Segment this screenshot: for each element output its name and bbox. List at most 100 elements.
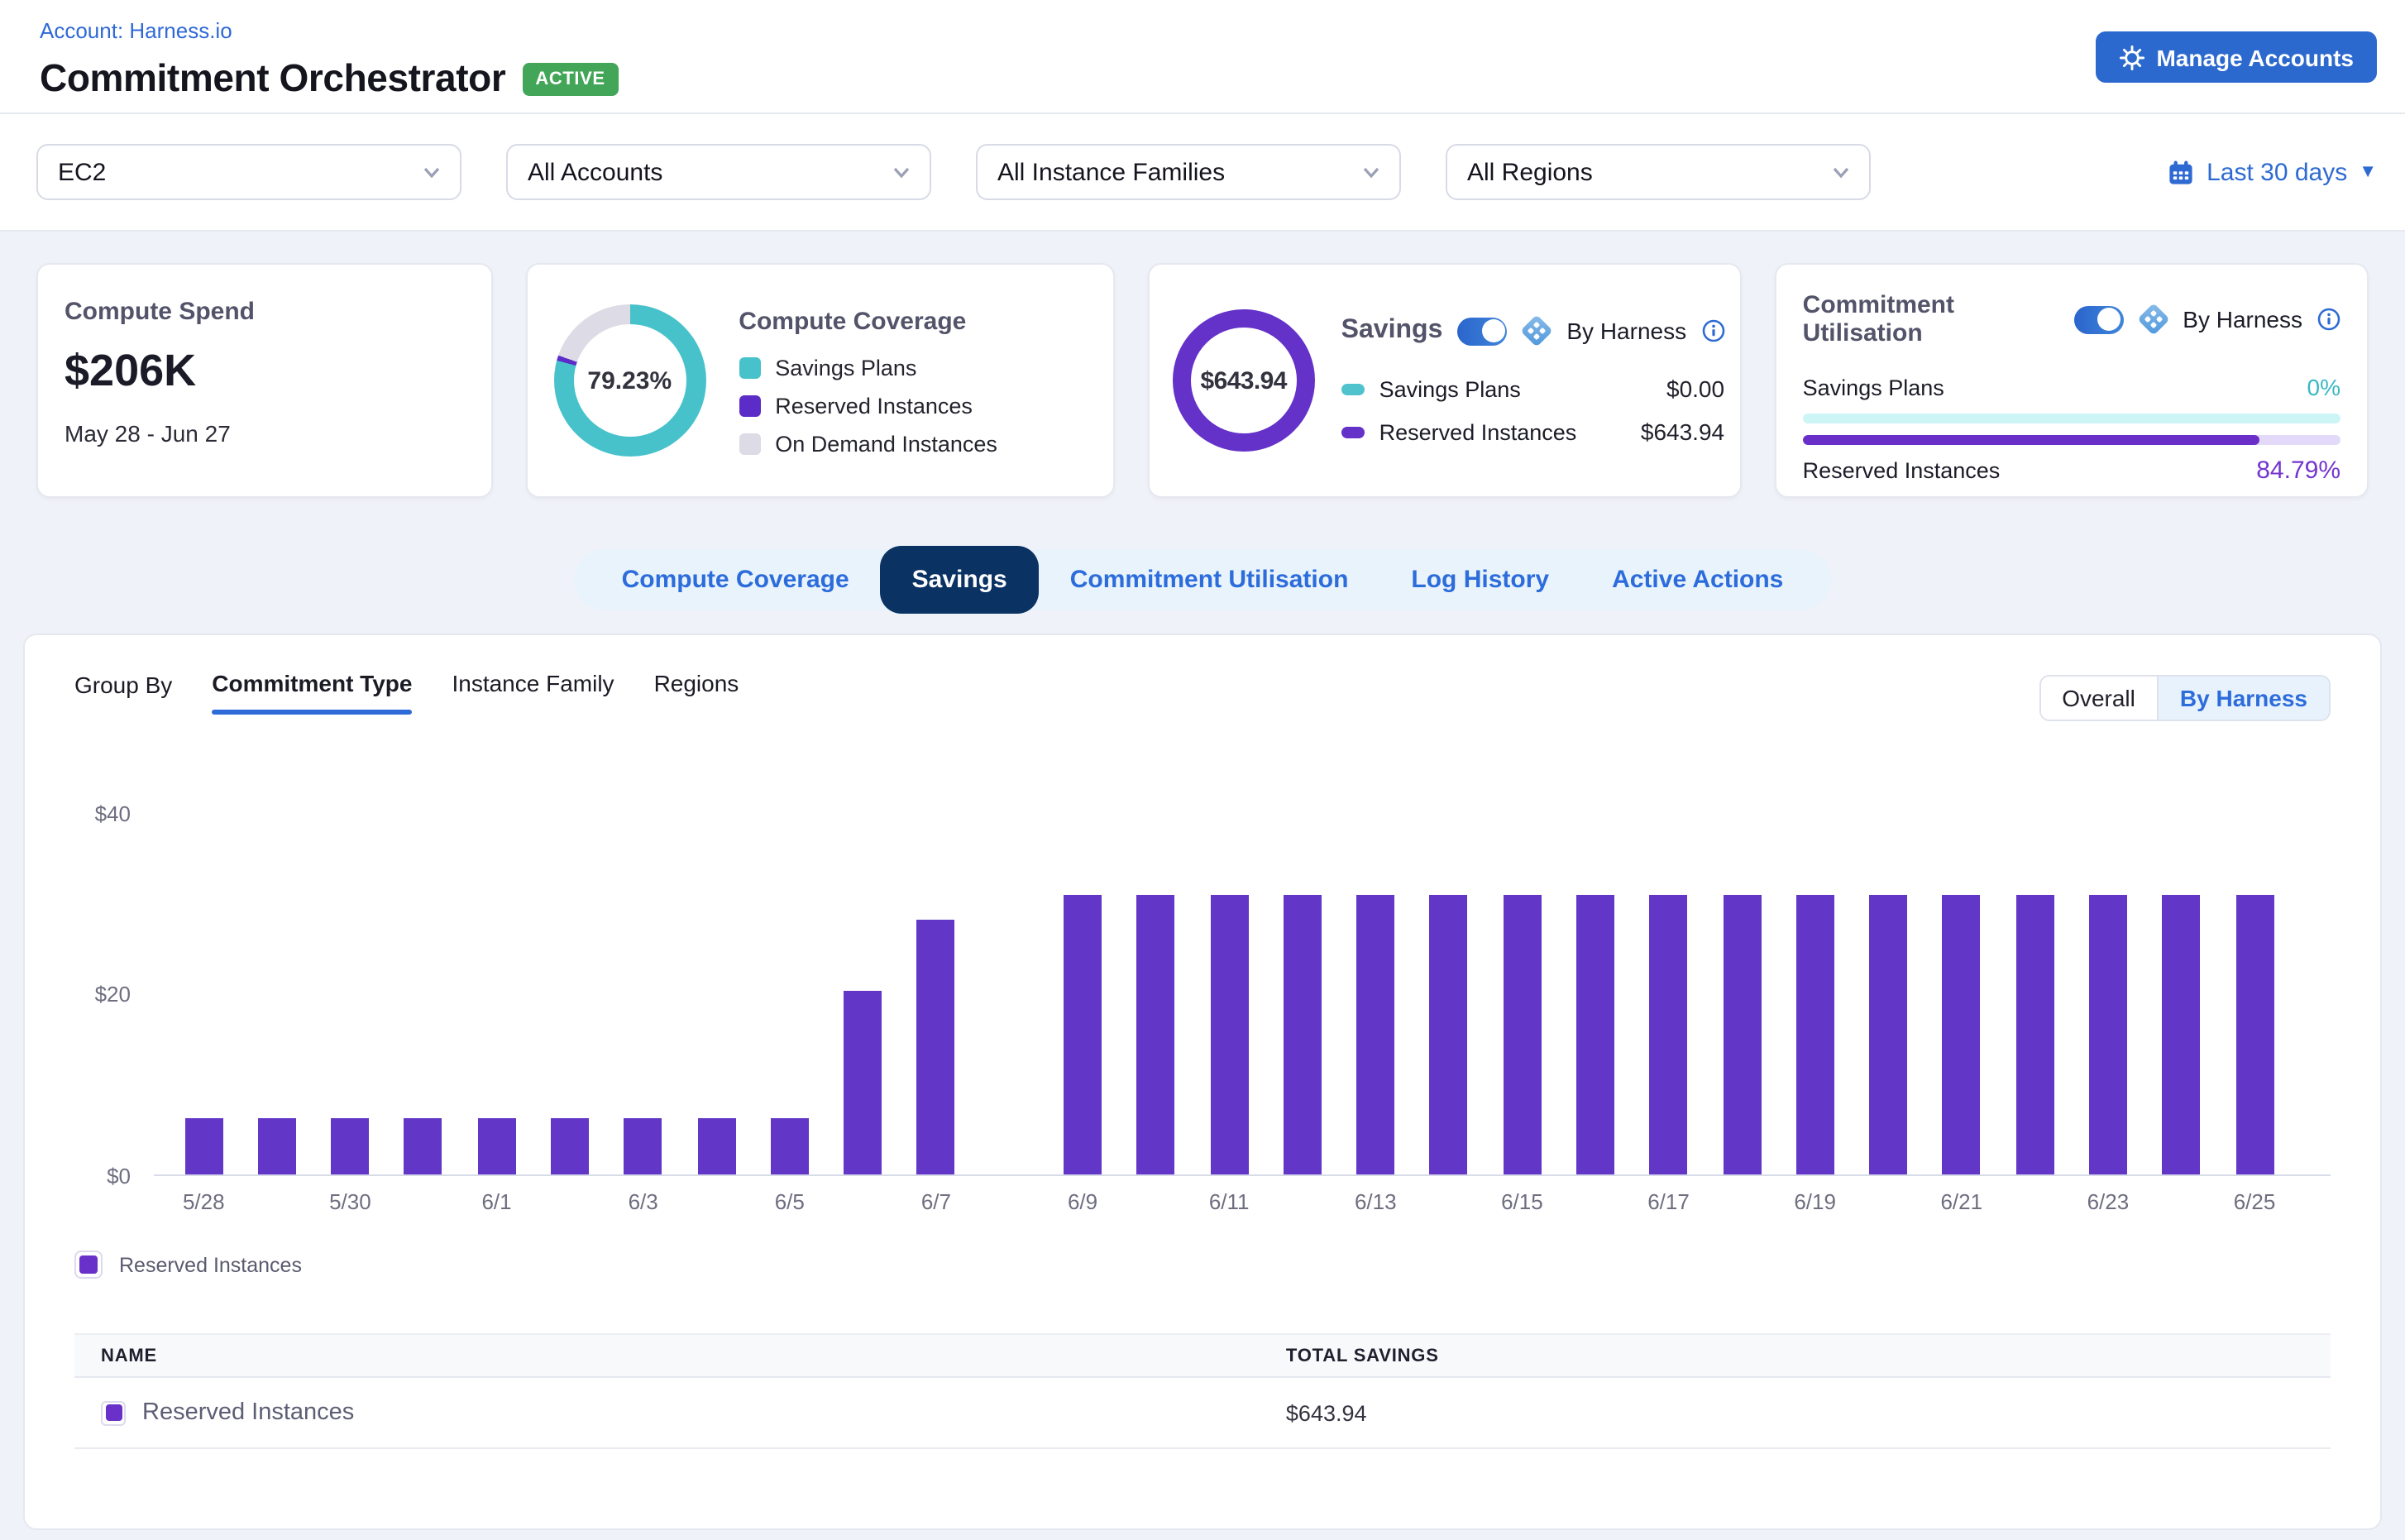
tab-savings[interactable]: Savings	[880, 546, 1039, 614]
chevron-down-icon	[1363, 166, 1379, 178]
summary-cards: Compute Spend $206K May 28 - Jun 27 79.2…	[0, 232, 2405, 498]
bar[interactable]	[2015, 894, 2054, 1174]
accounts-dropdown[interactable]: All Accounts	[506, 144, 931, 200]
instance-families-dropdown[interactable]: All Instance Families	[976, 144, 1401, 200]
savings-row-label: Reserved Instances	[1379, 419, 1577, 444]
savings-total: $643.94	[1200, 366, 1288, 395]
bar-slot	[1265, 796, 1339, 1174]
date-range-picker[interactable]: Last 30 days ▼	[2167, 158, 2377, 186]
x-tick-label	[1265, 1189, 1339, 1214]
view-toggle-overall[interactable]: Overall	[2040, 677, 2157, 720]
bar[interactable]	[404, 1118, 442, 1174]
x-tick-label	[1559, 1189, 1633, 1214]
bar[interactable]	[916, 919, 955, 1174]
bar-slot	[826, 796, 900, 1174]
bar[interactable]	[551, 1118, 590, 1174]
by-harness-toggle[interactable]	[1457, 317, 1508, 345]
row-checkbox[interactable]	[101, 1400, 126, 1425]
savings-plans-util-percent: 0%	[2307, 374, 2340, 400]
table-row[interactable]: Reserved Instances $643.94	[74, 1378, 2331, 1449]
bar[interactable]	[1795, 894, 1834, 1174]
tab-commitment-utilisation[interactable]: Commitment Utilisation	[1069, 566, 1349, 594]
x-tick-label: 6/7	[920, 1189, 951, 1214]
gear-icon	[2118, 44, 2144, 70]
account-link[interactable]: Account: Harness.io	[40, 18, 232, 43]
tab-compute-coverage[interactable]: Compute Coverage	[621, 566, 849, 594]
regions-dropdown[interactable]: All Regions	[1446, 144, 1871, 200]
info-icon[interactable]	[1701, 319, 1724, 342]
bar[interactable]	[1064, 894, 1102, 1174]
bar[interactable]	[1283, 894, 1322, 1174]
x-tick-label: 6/25	[2233, 1189, 2276, 1214]
x-tick-label	[1413, 1189, 1486, 1214]
group-by-regions[interactable]: Regions	[653, 670, 739, 696]
group-by-instance-family[interactable]: Instance Family	[452, 670, 614, 696]
bar[interactable]	[331, 1118, 370, 1174]
bar[interactable]	[1429, 894, 1468, 1174]
bar[interactable]	[257, 1118, 296, 1174]
bar-slot	[460, 796, 533, 1174]
x-tick-label: 6/15	[1501, 1189, 1543, 1214]
bar[interactable]	[184, 1118, 223, 1174]
column-header-total-savings: TOTAL SAVINGS	[1285, 1346, 1439, 1365]
bar-slot	[1413, 796, 1486, 1174]
info-icon[interactable]	[2317, 308, 2340, 331]
filter-bar: EC2 All Accounts All Instance Families A…	[0, 114, 2405, 232]
x-tick-label	[973, 1189, 1046, 1214]
bar[interactable]	[1942, 894, 1981, 1174]
harness-logo-icon	[2136, 303, 2170, 336]
bar-slot	[1193, 796, 1266, 1174]
plot-area: 5/28 5/30 6/1 6/3 6/5 6/7 6/9 6/11 6/13 6/15 6/17 6…	[154, 796, 2331, 1214]
view-toggle: Overall By Harness	[2039, 675, 2331, 721]
service-dropdown[interactable]: EC2	[36, 144, 461, 200]
bar[interactable]	[1356, 894, 1395, 1174]
table-cell-total-savings: $643.94	[1285, 1400, 1367, 1425]
bar-slot	[1852, 796, 1925, 1174]
savings-card-right: Savings By Harness Savings Plans $0.00	[1341, 314, 1724, 445]
column-header-name: NAME	[101, 1346, 157, 1365]
compute-spend-period: May 28 - Jun 27	[65, 420, 231, 447]
legend-item: Reserved Instances	[739, 394, 997, 418]
bar[interactable]	[2235, 894, 2274, 1174]
group-by-commitment-type[interactable]: Commitment Type	[212, 670, 413, 715]
tab-active-actions[interactable]: Active Actions	[1612, 566, 1784, 594]
legend-label: On Demand Instances	[775, 432, 997, 457]
tab-log-history[interactable]: Log History	[1411, 566, 1550, 594]
reserved-instances-checkbox[interactable]	[74, 1251, 103, 1279]
savings-donut: $643.94	[1172, 309, 1315, 452]
x-tick-label: 6/21	[1940, 1189, 1983, 1214]
bar[interactable]	[1723, 894, 1762, 1174]
commitment-utilisation-card: Commitment Utilisation By Harness Saving…	[1774, 263, 2369, 498]
bar[interactable]	[844, 990, 882, 1174]
bar-slot	[1778, 796, 1852, 1174]
view-toggle-by-harness[interactable]: By Harness	[2156, 677, 2329, 720]
manage-accounts-button[interactable]: Manage Accounts	[2095, 31, 2377, 83]
bar[interactable]	[1210, 894, 1249, 1174]
bar-slot	[973, 796, 1046, 1174]
x-tick-label	[1998, 1189, 2072, 1214]
bar[interactable]	[624, 1118, 662, 1174]
bar[interactable]	[697, 1118, 736, 1174]
bar[interactable]	[2088, 894, 2127, 1174]
bar[interactable]	[1136, 894, 1175, 1174]
by-harness-toggle[interactable]	[2073, 305, 2124, 333]
bar[interactable]	[1869, 894, 1908, 1174]
bar-slot	[1339, 796, 1413, 1174]
group-by-row: Group By Commitment Type Instance Family…	[74, 670, 2331, 715]
bar[interactable]	[477, 1118, 516, 1174]
bar-slot	[1998, 796, 2072, 1174]
bar[interactable]	[1503, 894, 1542, 1174]
bar[interactable]	[770, 1118, 809, 1174]
compute-coverage-card: 79.23% Compute Coverage Savings Plans Re…	[525, 263, 1115, 498]
tabs-wrap: Compute Coverage Savings Commitment Util…	[0, 546, 2405, 614]
bar-slot	[1046, 796, 1120, 1174]
legend-item: Savings Plans	[739, 356, 997, 380]
bar[interactable]	[1575, 894, 1614, 1174]
savings-title-row: Savings By Harness	[1341, 314, 1724, 347]
x-tick-label	[387, 1189, 461, 1214]
caret-down-icon: ▼	[2359, 162, 2377, 182]
bar[interactable]	[2162, 894, 2201, 1174]
title-row: Commitment Orchestrator ACTIVE	[40, 56, 2365, 101]
x-tick-label: 6/13	[1354, 1189, 1397, 1214]
bar[interactable]	[1649, 894, 1688, 1174]
